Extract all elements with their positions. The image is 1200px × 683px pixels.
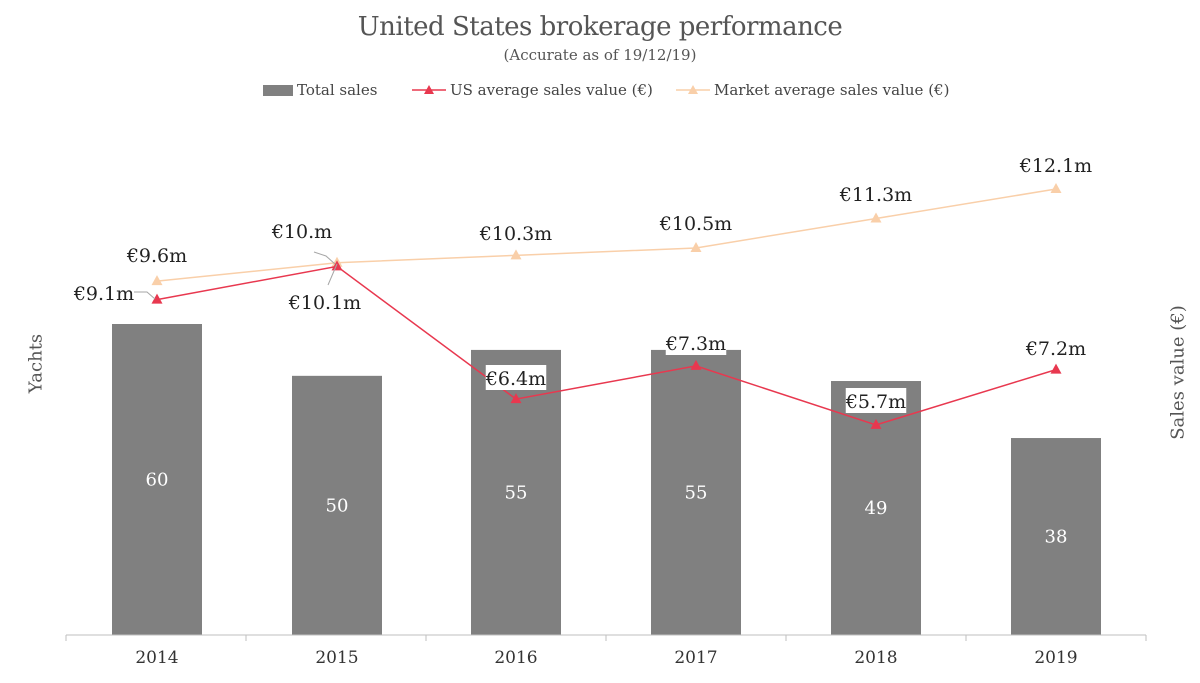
bar-2015 bbox=[292, 375, 382, 635]
us-average-marker-2014 bbox=[151, 293, 163, 304]
legend-label-total-sales: Total sales bbox=[297, 81, 378, 99]
us-average-label-2019: €7.2m bbox=[1025, 338, 1086, 360]
market-average-marker-2017 bbox=[690, 241, 702, 252]
us-average-line bbox=[156, 265, 1057, 426]
bar-2014 bbox=[112, 324, 202, 635]
legend-item-total-sales: Total sales bbox=[263, 78, 377, 102]
legend-swatch-bar bbox=[263, 84, 293, 96]
market-average-label-2019: €12.1m bbox=[1019, 155, 1092, 177]
x-tick-label-2019: 2019 bbox=[1034, 648, 1077, 668]
market-average-label-2016: €10.3m bbox=[479, 223, 552, 245]
us-average-label-2017-box bbox=[665, 330, 727, 355]
legend-item-market-average: Market average sales value (€) bbox=[676, 78, 949, 102]
legend-label-us-average: US average sales value (€) bbox=[450, 81, 653, 99]
market-average-label-2015: €10.1m bbox=[288, 292, 361, 314]
legend: Total sales US average sales value (€) M… bbox=[0, 78, 1200, 104]
market-average-marker-2016 bbox=[510, 249, 522, 260]
us-average-label-2016-box bbox=[485, 365, 547, 390]
market-average-label-2017: €10.5m bbox=[659, 213, 732, 235]
bar-value-label-2015: 50 bbox=[326, 495, 349, 516]
us-average-label-2018: €5.7m bbox=[845, 391, 906, 413]
us-average-label-2018-box bbox=[845, 388, 907, 413]
leader-line-2015-market bbox=[327, 263, 338, 286]
market-average-label-2014: €9.6m bbox=[126, 245, 187, 267]
bar-value-label-2019: 38 bbox=[1045, 527, 1068, 548]
market-average-line bbox=[156, 188, 1057, 282]
market-average-label-2018: €11.3m bbox=[839, 184, 912, 206]
bar-value-label-2018: 49 bbox=[865, 498, 888, 519]
us-average-marker-2019 bbox=[1050, 363, 1062, 374]
legend-swatch-us-line bbox=[412, 85, 446, 94]
market-average-marker-2018 bbox=[870, 212, 882, 223]
x-tick-label-2016: 2016 bbox=[494, 648, 537, 668]
us-average-label-2017: €7.3m bbox=[665, 333, 726, 355]
bar-value-label-2014: 60 bbox=[146, 470, 169, 491]
bar-2019 bbox=[1011, 438, 1101, 635]
us-average-marker-2017 bbox=[690, 359, 702, 370]
x-tick-label-2017: 2017 bbox=[674, 648, 717, 668]
bar-value-label-2017: 55 bbox=[685, 482, 708, 503]
market-average-marker-2019 bbox=[1050, 183, 1062, 193]
legend-swatch-market-line bbox=[676, 85, 710, 94]
bar-2017 bbox=[651, 349, 741, 635]
x-tick-label-2014: 2014 bbox=[135, 648, 178, 668]
legend-item-us-average: US average sales value (€) bbox=[412, 78, 653, 102]
us-average-label-2015: €10.m bbox=[271, 221, 332, 243]
us-average-marker-2018 bbox=[870, 418, 882, 429]
us-average-marker-2016 bbox=[510, 393, 522, 404]
chart-title: United States brokerage performance bbox=[357, 12, 843, 42]
bar-value-label-2016: 55 bbox=[505, 482, 528, 503]
legend-label-market-average: Market average sales value (€) bbox=[714, 81, 950, 99]
x-tick-label-2018: 2018 bbox=[854, 648, 897, 668]
us-average-label-2016: €6.4m bbox=[485, 368, 546, 390]
leader-line-2015-us bbox=[313, 251, 336, 265]
us-average-marker-2015 bbox=[331, 260, 343, 271]
us-average-label-2014: €9.1m bbox=[73, 283, 134, 305]
leader-line-2014 bbox=[134, 291, 156, 300]
x-tick-label-2015: 2015 bbox=[315, 648, 358, 668]
market-average-marker-2014 bbox=[151, 275, 163, 286]
chart-subtitle: (Accurate as of 19/12/19) bbox=[503, 46, 697, 64]
